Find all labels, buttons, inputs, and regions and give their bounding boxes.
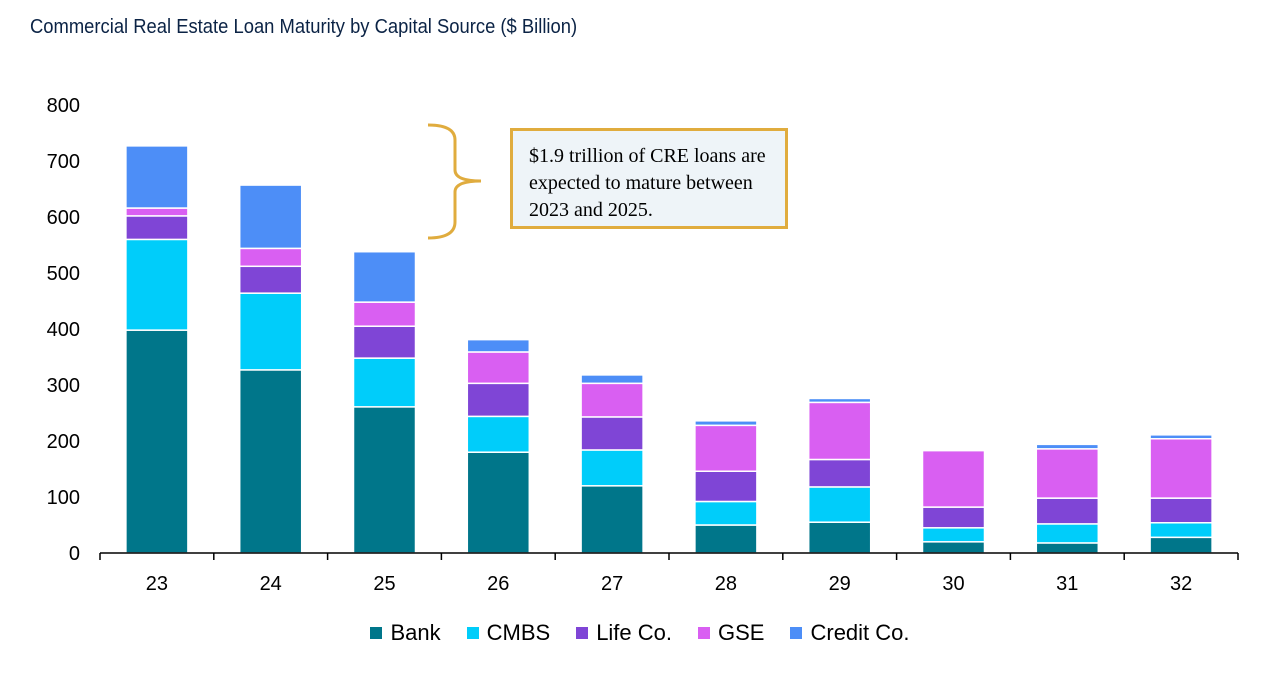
x-tick-label: 27: [601, 573, 623, 595]
bar-segment-bank-25: [352, 406, 417, 554]
bar-segment-cmbs-25: [352, 357, 417, 408]
x-tick-label: 29: [829, 573, 851, 595]
legend-item-bank: Bank: [370, 620, 441, 646]
bar-segment-gse-28: [694, 424, 758, 472]
legend-swatch: [698, 627, 711, 639]
y-tick-label: 200: [47, 431, 80, 453]
bar-segment-cmbs-26: [466, 415, 531, 453]
bar-segment-cmbs-30: [921, 527, 986, 543]
bar-segment-gse-25: [352, 301, 417, 327]
legend-label: CMBS: [486, 620, 551, 645]
x-tick-label: 26: [487, 573, 509, 595]
bars: [125, 145, 1213, 554]
legend-label: GSE: [718, 620, 765, 645]
y-tick-label: 100: [47, 487, 80, 509]
bar-segment-bank-29: [807, 521, 872, 554]
bar-segment-gse-24: [238, 247, 303, 268]
chart-title: Commercial Real Estate Loan Maturity by …: [30, 16, 578, 38]
legend-label: Bank: [390, 620, 441, 645]
bar-segment-credit-co-28: [694, 420, 758, 427]
legend-swatch: [576, 627, 589, 639]
callout-brace: [427, 123, 482, 240]
x-tick-label: 23: [146, 573, 168, 595]
y-tick-label: 500: [47, 263, 80, 285]
bar-segment-credit-co-27: [580, 374, 644, 385]
bar-segment-credit-co-29: [807, 397, 872, 404]
bar-segment-credit-co-31: [1035, 443, 1100, 450]
x-tick-label: 31: [1056, 573, 1078, 595]
bar-segment-gse-31: [1035, 448, 1100, 499]
y-tick-label: 600: [47, 207, 80, 229]
bar-segment-bank-26: [466, 451, 531, 554]
bar-segment-gse-26: [466, 351, 531, 385]
bar-segment-bank-32: [1149, 536, 1213, 554]
legend-swatch: [790, 627, 803, 639]
bar-segment-life-co-24: [238, 265, 303, 294]
legend-item-gse: GSE: [698, 620, 764, 646]
bar-segment-life-co-29: [807, 458, 872, 488]
bar-segment-gse-32: [1149, 438, 1213, 499]
bar-segment-cmbs-23: [125, 238, 189, 331]
bar-segment-credit-co-24: [238, 184, 303, 250]
bar-segment-cmbs-29: [807, 486, 872, 523]
bar-segment-credit-co-23: [125, 145, 189, 209]
bar-segment-life-co-32: [1149, 497, 1213, 524]
legend-item-life-co: Life Co.: [576, 620, 672, 646]
legend: Bank CMBS Life Co. GSE Credit Co.: [0, 620, 1280, 646]
bar-segment-bank-24: [238, 369, 303, 554]
bar-segment-bank-28: [694, 524, 758, 554]
bar-segment-bank-27: [580, 485, 644, 554]
y-tick-label: 800: [47, 95, 80, 117]
bar-segment-cmbs-27: [580, 449, 644, 487]
x-axis-tickmarks: [99, 553, 1239, 560]
bar-segment-credit-co-26: [466, 338, 531, 353]
bar-segment-life-co-30: [921, 506, 986, 529]
bar-segment-life-co-28: [694, 470, 758, 503]
bar-segment-bank-31: [1035, 542, 1100, 554]
legend-swatch: [370, 627, 383, 639]
legend-label: Life Co.: [596, 620, 673, 645]
bar-segment-life-co-27: [580, 416, 644, 451]
x-tick-label: 24: [260, 573, 282, 595]
bar-segment-gse-23: [125, 207, 189, 217]
annotation-box: $1.9 trillion of CRE loans are expected …: [510, 128, 788, 229]
legend-label: Credit Co.: [810, 620, 910, 645]
x-tick-label: 30: [942, 573, 964, 595]
y-tick-label: 300: [47, 375, 80, 397]
legend-item-cmbs: CMBS: [466, 620, 551, 646]
x-tick-label: 25: [373, 573, 395, 595]
bar-segment-life-co-23: [125, 215, 189, 241]
bar-segment-bank-23: [125, 329, 189, 554]
bar-segment-cmbs-32: [1149, 522, 1213, 539]
y-tick-label: 700: [47, 151, 80, 173]
bar-segment-gse-29: [807, 401, 872, 461]
bar-segment-gse-30: [921, 449, 986, 508]
x-axis-ticks: 23 24 25 26 27 28 29 30 31 32: [146, 573, 1192, 595]
bar-segment-cmbs-28: [694, 500, 758, 526]
bar-segment-life-co-25: [352, 325, 417, 359]
bar-segment-gse-27: [580, 382, 644, 418]
y-tick-label: 400: [47, 319, 80, 341]
bar-segment-credit-co-32: [1149, 434, 1213, 440]
bar-segment-cmbs-31: [1035, 523, 1100, 544]
bar-segment-credit-co-30: [921, 448, 986, 452]
y-tick-label: 0: [69, 543, 80, 565]
bar-segment-credit-co-25: [352, 250, 417, 303]
y-axis-ticks: 0 100 200 300 400 500 600 700 800: [47, 95, 80, 565]
x-tick-label: 32: [1170, 573, 1192, 595]
legend-swatch: [466, 627, 479, 639]
x-tick-label: 28: [715, 573, 737, 595]
bar-segment-bank-30: [921, 541, 986, 554]
bar-segment-life-co-26: [466, 382, 531, 418]
bar-segment-life-co-31: [1035, 497, 1100, 525]
legend-item-credit-co: Credit Co.: [790, 620, 910, 646]
bar-segment-cmbs-24: [238, 292, 303, 371]
